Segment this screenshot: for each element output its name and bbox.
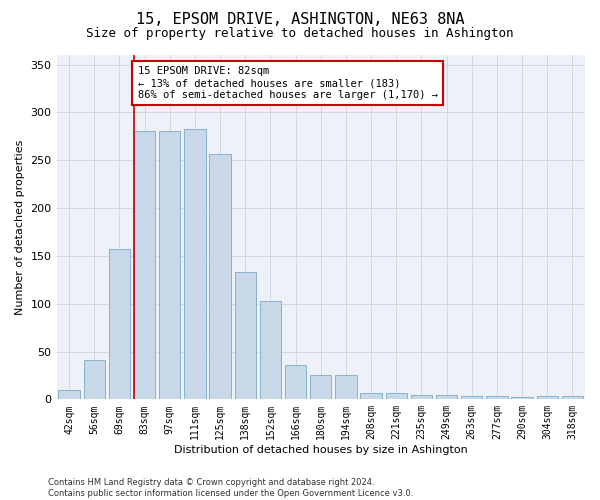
Text: 15 EPSOM DRIVE: 82sqm
← 13% of detached houses are smaller (183)
86% of semi-det: 15 EPSOM DRIVE: 82sqm ← 13% of detached … bbox=[137, 66, 437, 100]
Bar bbox=[235, 272, 256, 400]
Text: Contains HM Land Registry data © Crown copyright and database right 2024.
Contai: Contains HM Land Registry data © Crown c… bbox=[48, 478, 413, 498]
Bar bbox=[461, 396, 482, 400]
Bar bbox=[310, 376, 331, 400]
Y-axis label: Number of detached properties: Number of detached properties bbox=[15, 140, 25, 315]
Bar bbox=[486, 396, 508, 400]
Bar bbox=[361, 392, 382, 400]
Bar bbox=[58, 390, 80, 400]
Bar bbox=[511, 398, 533, 400]
Bar bbox=[83, 360, 105, 400]
Bar bbox=[159, 130, 181, 400]
Bar bbox=[536, 396, 558, 400]
Bar bbox=[285, 365, 307, 400]
Text: Size of property relative to detached houses in Ashington: Size of property relative to detached ho… bbox=[86, 28, 514, 40]
Bar bbox=[562, 396, 583, 400]
Bar bbox=[436, 394, 457, 400]
Bar bbox=[335, 376, 356, 400]
Bar bbox=[184, 128, 206, 400]
Bar bbox=[386, 392, 407, 400]
Text: 15, EPSOM DRIVE, ASHINGTON, NE63 8NA: 15, EPSOM DRIVE, ASHINGTON, NE63 8NA bbox=[136, 12, 464, 28]
Bar bbox=[411, 394, 432, 400]
Bar bbox=[109, 249, 130, 400]
Bar bbox=[134, 130, 155, 400]
X-axis label: Distribution of detached houses by size in Ashington: Distribution of detached houses by size … bbox=[174, 445, 467, 455]
Bar bbox=[209, 154, 231, 400]
Bar bbox=[260, 301, 281, 400]
